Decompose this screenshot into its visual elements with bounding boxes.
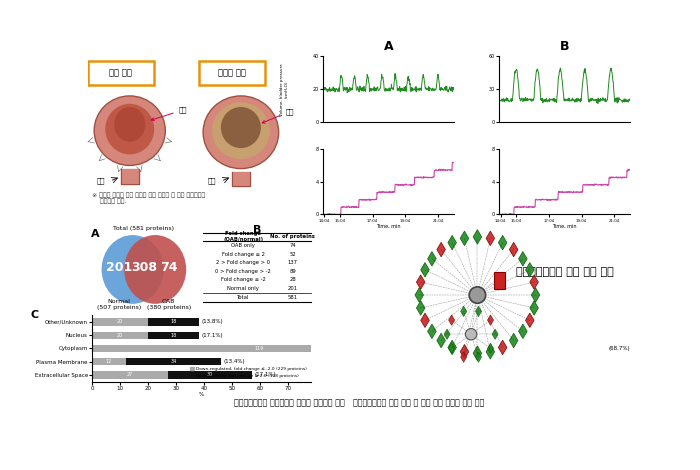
Text: 소변: 소변 <box>151 107 187 120</box>
Ellipse shape <box>212 102 270 159</box>
Polygon shape <box>473 230 482 244</box>
Polygon shape <box>510 243 518 257</box>
Text: 과민성 방광: 과민성 방광 <box>218 69 246 78</box>
Polygon shape <box>519 324 527 338</box>
Polygon shape <box>421 263 429 277</box>
Text: 과민성방광질환 방광조직의 단백질 발현패턴 비교   과민성방광질환 유발 인자 및 진단 후보 단백질 동정 완료: 과민성방광질환 방광조직의 단백질 발현패턴 비교 과민성방광질환 유발 인자 … <box>234 399 484 407</box>
FancyBboxPatch shape <box>88 61 154 85</box>
Ellipse shape <box>114 107 146 142</box>
Circle shape <box>469 287 486 303</box>
Text: 과민성방광질환 모델 동물 제작: 과민성방광질환 모델 동물 제작 <box>516 267 614 277</box>
FancyBboxPatch shape <box>199 61 265 85</box>
Text: 요도: 요도 <box>97 178 105 184</box>
Text: B: B <box>560 40 569 53</box>
Polygon shape <box>486 345 495 359</box>
Polygon shape <box>510 333 518 348</box>
Circle shape <box>466 329 477 340</box>
Polygon shape <box>448 235 456 250</box>
Polygon shape <box>487 315 494 325</box>
Polygon shape <box>415 288 424 302</box>
Polygon shape <box>486 231 495 246</box>
Polygon shape <box>416 275 425 290</box>
Polygon shape <box>428 324 436 338</box>
Polygon shape <box>460 231 469 246</box>
Polygon shape <box>519 251 527 266</box>
Polygon shape <box>461 306 467 317</box>
Polygon shape <box>421 313 429 328</box>
Polygon shape <box>449 315 455 325</box>
Polygon shape <box>460 345 469 359</box>
Text: 정상 방광: 정상 방광 <box>109 69 132 78</box>
X-axis label: Time, min: Time, min <box>552 224 577 229</box>
Polygon shape <box>444 329 450 339</box>
Text: Volume, bladder pressure
(cmH₂O): Volume, bladder pressure (cmH₂O) <box>279 63 288 116</box>
Ellipse shape <box>105 104 154 154</box>
Text: 소변: 소변 <box>262 108 294 123</box>
Polygon shape <box>530 275 538 290</box>
Ellipse shape <box>221 107 261 148</box>
Polygon shape <box>530 301 538 315</box>
Ellipse shape <box>94 96 165 165</box>
Polygon shape <box>475 306 482 317</box>
Text: A: A <box>384 40 393 53</box>
FancyBboxPatch shape <box>494 272 505 290</box>
Polygon shape <box>526 263 534 277</box>
Polygon shape <box>498 340 507 355</box>
Polygon shape <box>449 343 455 353</box>
Polygon shape <box>498 235 507 250</box>
Text: 요도: 요도 <box>208 178 216 184</box>
Polygon shape <box>437 243 445 257</box>
Polygon shape <box>461 352 467 362</box>
X-axis label: Time, min: Time, min <box>376 224 400 229</box>
Polygon shape <box>526 313 534 328</box>
Text: ※ 과민성 방광은 정상 방광과 달리 소변이 제 차지 않았음에도
    압박감을 느낌.: ※ 과민성 방광은 정상 방광과 달리 소변이 제 차지 않았음에도 압박감을 … <box>92 192 205 204</box>
Polygon shape <box>531 288 540 302</box>
Polygon shape <box>416 301 425 315</box>
Polygon shape <box>448 340 456 355</box>
Polygon shape <box>475 352 482 362</box>
Polygon shape <box>492 329 498 339</box>
Polygon shape <box>487 343 494 353</box>
Polygon shape <box>437 333 445 348</box>
Ellipse shape <box>203 96 279 169</box>
Polygon shape <box>428 251 436 266</box>
Polygon shape <box>473 346 482 360</box>
